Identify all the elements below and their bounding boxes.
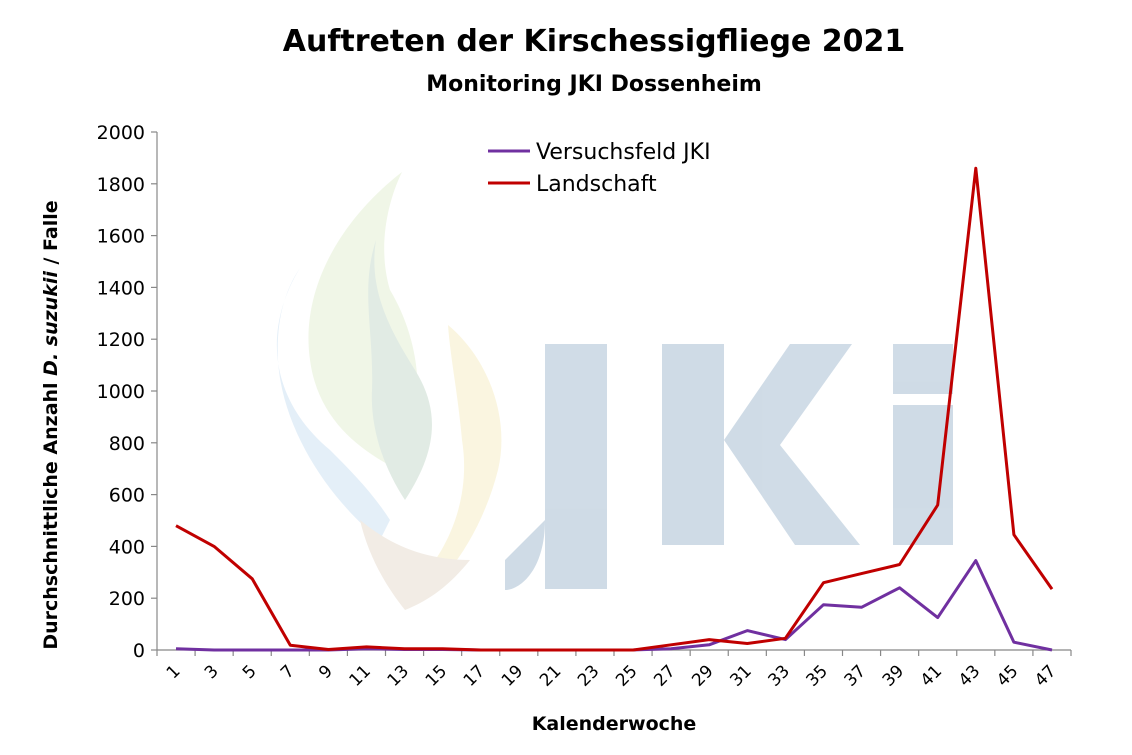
- x-tick-label: 15: [422, 661, 451, 690]
- x-tick-label: 29: [688, 661, 717, 690]
- y-tick-label: 1800: [97, 174, 145, 196]
- x-tick-label: 3: [201, 661, 223, 683]
- y-tick-label: 1600: [97, 226, 145, 248]
- y-tick-label: 600: [109, 485, 145, 507]
- y-tick-label: 1000: [97, 381, 145, 403]
- x-tick-label: 13: [384, 661, 413, 690]
- legend-label-landschaft: Landschaft: [536, 172, 657, 197]
- y-axis-title-post: / Falle: [40, 200, 62, 271]
- x-tick-label: 47: [1031, 661, 1060, 690]
- jki-watermark-logo: [276, 172, 953, 610]
- legend-label-versuchsfeld: Versuchsfeld JKI: [536, 140, 711, 165]
- x-tick-label: 7: [277, 661, 299, 683]
- x-tick-label: 35: [803, 661, 832, 690]
- legend: Versuchsfeld JKI Landschaft: [488, 140, 711, 197]
- x-tick-label: 25: [612, 661, 641, 690]
- y-axis-title-italic: D. suzukii: [40, 271, 62, 376]
- y-tick-label: 1200: [97, 329, 145, 351]
- chart-subtitle: Monitoring JKI Dossenheim: [426, 72, 762, 97]
- y-tick-label: 1400: [97, 277, 145, 299]
- x-tick-label: 17: [460, 661, 489, 690]
- y-tick-label: 800: [109, 433, 145, 455]
- x-tick-label: 5: [239, 661, 261, 683]
- x-axis-title: Kalenderwoche: [532, 713, 697, 735]
- y-axis-title: Durchschnittliche Anzahl D. suzukii / Fa…: [40, 200, 62, 649]
- x-tick-label: 1: [163, 661, 185, 683]
- x-tick-label: 11: [346, 661, 375, 690]
- x-tick-label: 39: [879, 661, 908, 690]
- y-tick-label: 400: [109, 536, 145, 558]
- y-tick-label: 0: [133, 640, 145, 662]
- x-tick-label: 31: [726, 661, 755, 690]
- chart-title: Auftreten der Kirschessigfliege 2021: [282, 24, 906, 59]
- series-line-versuchsfeld: [175, 559, 1053, 652]
- x-tick-label: 37: [841, 661, 870, 690]
- x-tick-label: 23: [574, 661, 603, 690]
- x-tick-label: 19: [498, 661, 527, 690]
- x-tick-label: 45: [993, 661, 1022, 690]
- x-tick-label: 27: [650, 661, 679, 690]
- x-tick-label: 9: [315, 661, 337, 683]
- plot-area: [175, 166, 1054, 652]
- x-tick-label: 21: [536, 661, 565, 690]
- y-axis-title-pre: Durchschnittliche Anzahl: [40, 376, 62, 650]
- y-tick-label: 2000: [97, 122, 145, 144]
- y-tick-label: 200: [109, 588, 145, 610]
- x-tick-label: 43: [955, 661, 984, 690]
- x-tick-label: 41: [917, 661, 946, 690]
- series-line-landschaft: [175, 166, 1054, 652]
- x-tick-label: 33: [764, 661, 793, 690]
